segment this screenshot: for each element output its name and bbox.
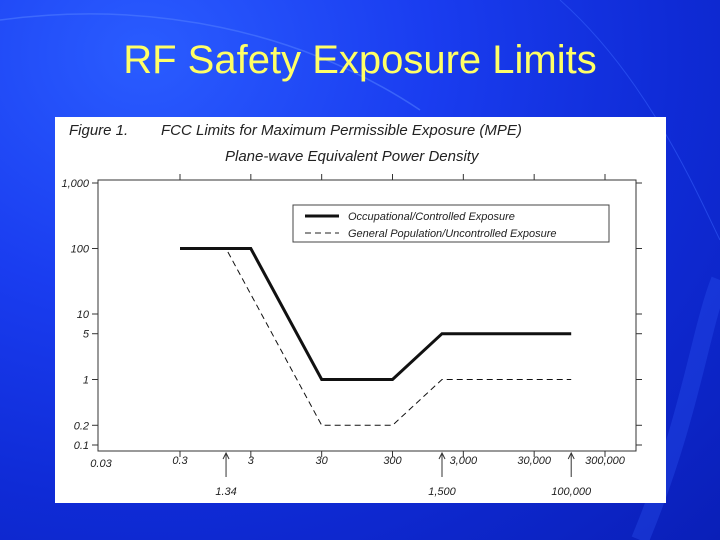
x-marker-label: 1.34 (215, 486, 236, 498)
series-general-line (180, 248, 572, 426)
mpe-chart: Figure 1. FCC Limits for Maximum Permiss… (61, 122, 642, 498)
slide-title: RF Safety Exposure Limits (123, 38, 597, 82)
x-tick-label: 0.3 (172, 455, 188, 467)
y-tick-label: 0.2 (74, 420, 89, 432)
legend-general-label: General Population/Uncontrolled Exposure (348, 228, 557, 240)
figure-label: Figure 1. (69, 122, 128, 139)
x-tick-label: 3 (248, 455, 255, 467)
y-tick-label: 1,000 (61, 178, 89, 190)
x-tick-label: 300,000 (585, 455, 626, 467)
y-tick-label: 100 (71, 244, 90, 256)
series-occupational-line (180, 247, 572, 381)
y-tick-label: 5 (83, 329, 90, 341)
x-marker-label: 1,500 (428, 486, 456, 498)
x-tick-label: 300 (383, 455, 402, 467)
legend-occupational-label: Occupational/Controlled Exposure (348, 211, 515, 223)
plot-frame (97, 179, 637, 452)
legend-box (292, 204, 610, 243)
x-marker-arrow-head (567, 451, 575, 460)
chart-subtitle: Plane-wave Equivalent Power Density (225, 148, 480, 165)
figure-panel: Figure 1. FCC Limits for Maximum Permiss… (55, 117, 666, 503)
legend: Occupational/Controlled Exposure General… (292, 204, 610, 243)
x-tick-label-min: 0.03 (90, 458, 112, 470)
x-marker-label: 100,000 (551, 486, 592, 498)
chart-title: FCC Limits for Maximum Permissible Expos… (161, 122, 522, 139)
y-tick-label: 1 (83, 375, 89, 387)
x-marker-arrow-head (438, 451, 446, 460)
x-marker-arrow-head (222, 451, 230, 460)
x-tick-label: 30 (316, 455, 329, 467)
y-tick-label: 0.1 (74, 440, 89, 452)
y-tick-label: 10 (77, 309, 90, 321)
x-tick-label: 3,000 (450, 455, 478, 467)
x-tick-label: 30,000 (517, 455, 552, 467)
